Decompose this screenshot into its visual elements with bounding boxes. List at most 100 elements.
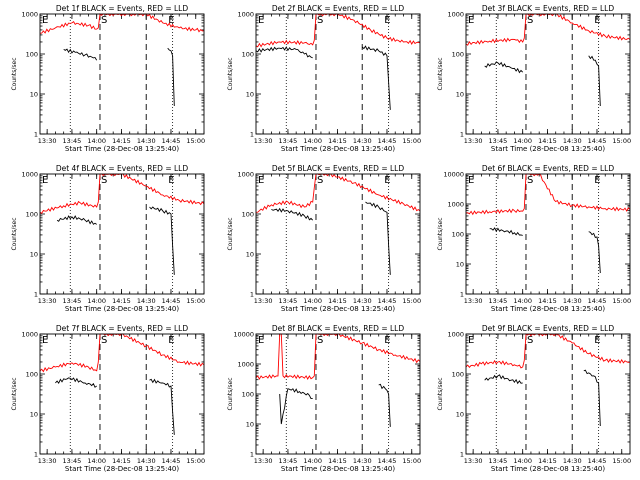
chart-panel-8: Det 8f BLACK = Events, RED = LLD Counts/s… [227,324,421,473]
x-tick-label: 14:00 [513,137,532,145]
chart-title: Det 8f BLACK = Events, RED = LLD [272,324,405,333]
series-line-events [149,206,175,275]
y-tick-label: 100 [452,231,464,239]
x-tick-label: 15:00 [402,457,421,465]
y-tick-label: 100 [242,391,254,399]
series-line-events [588,55,601,107]
x-tick-label: 13:45 [279,297,298,305]
series-line-lld [465,333,631,369]
y-axis-label: Counts/sec [11,57,18,90]
x-tick-label: 14:15 [328,457,347,465]
x-tick-label: 14:00 [303,297,322,305]
marker-label-S: S [101,335,107,346]
marker-label-E: E [168,175,174,186]
x-tick-label: 14:45 [588,137,607,145]
series-line-lld [465,13,631,46]
series-line-events [484,374,523,385]
chart-title: Det 6f BLACK = Events, RED = LLD [482,164,615,173]
y-tick-label: 1000 [237,171,254,179]
x-tick-label: 14:30 [353,137,372,145]
plot-frame [255,173,421,295]
chart-panel-7: Det 7f BLACK = Events, RED = LLD Counts/s… [11,324,205,473]
y-tick-label: 1000 [447,201,464,209]
marker-label-S: S [317,175,323,186]
marker-label-E: E [258,15,264,26]
x-tick-label: 14:15 [538,297,557,305]
x-axis-label: Start Time (28-Dec-08 13:25:40) [281,465,395,473]
y-tick-label: 1 [250,131,254,139]
x-tick-label: 14:30 [353,457,372,465]
series-line-lld [255,173,421,213]
marker-label-E: E [594,335,600,346]
marker-label-E: E [468,175,474,186]
y-tick-label: 1 [34,451,38,459]
x-tick-label: 13:30 [254,297,273,305]
series-line-events [149,378,175,435]
x-tick-label: 14:00 [87,137,106,145]
plot-frame [39,173,205,295]
series-line-events [378,383,391,427]
plot-frame [465,13,631,135]
x-axis-label: Start Time (28-Dec-08 13:25:40) [65,145,179,153]
x-tick-label: 13:30 [464,297,483,305]
series-line-events [588,231,601,274]
chart-panel-9: Det 9f BLACK = Events, RED = LLD Counts/s… [437,324,631,473]
x-tick-label: 14:00 [513,457,532,465]
series-line-events [55,377,97,388]
y-tick-label: 1 [250,291,254,299]
y-tick-label: 10 [30,91,38,99]
plot-frame [39,13,205,135]
y-tick-label: 1000 [447,331,464,339]
x-tick-label: 14:00 [303,457,322,465]
y-tick-label: 10 [246,251,254,259]
series-line-events [255,46,313,59]
y-tick-label: 1 [34,291,38,299]
y-tick-label: 10 [246,421,254,429]
marker-label-S: S [527,15,533,26]
marker-label-S: S [317,335,323,346]
y-tick-label: 10 [456,91,464,99]
y-tick-label: 100 [26,211,38,219]
series-line-events [365,201,391,275]
x-tick-label: 13:45 [279,457,298,465]
x-tick-label: 14:30 [563,457,582,465]
y-axis-label: Counts/sec [437,377,444,410]
marker-label-E: E [42,15,48,26]
marker-label-S: S [317,15,323,26]
x-tick-label: 13:45 [63,137,82,145]
x-tick-label: 15:00 [186,457,205,465]
marker-label-E: E [42,175,48,186]
series-line-lld [39,13,205,34]
x-tick-label: 15:00 [186,297,205,305]
chart-title: Det 3f BLACK = Events, RED = LLD [482,4,615,13]
y-tick-label: 1 [460,291,464,299]
x-tick-label: 13:45 [279,137,298,145]
chart-panel-2: Det 2f BLACK = Events, RED = LLD Counts/s… [227,4,421,153]
x-axis-label: Start Time (28-Dec-08 13:25:40) [65,305,179,313]
x-tick-label: 15:00 [402,297,421,305]
series-line-events [484,61,524,74]
chart-title: Det 5f BLACK = Events, RED = LLD [272,164,405,173]
x-tick-label: 15:00 [612,137,631,145]
chart-title: Det 4f BLACK = Events, RED = LLD [56,164,189,173]
marker-label-E: E [468,335,474,346]
x-tick-label: 13:45 [489,137,508,145]
x-axis-label: Start Time (28-Dec-08 13:25:40) [65,465,179,473]
y-tick-label: 1000 [237,361,254,369]
x-tick-label: 14:15 [328,297,347,305]
x-tick-label: 14:00 [303,137,322,145]
plot-frame [465,173,631,295]
x-axis-label: Start Time (28-Dec-08 13:25:40) [281,305,395,313]
y-axis-label: Counts/sec [11,377,18,410]
y-tick-label: 1000 [447,11,464,19]
x-tick-label: 14:45 [162,457,181,465]
series-line-events [489,227,523,236]
marker-label-E: E [42,335,48,346]
y-tick-label: 100 [26,51,38,59]
plot-frame [255,13,421,135]
series-line-lld [465,173,631,216]
marker-label-E: E [258,175,264,186]
x-tick-label: 14:45 [162,137,181,145]
series-line-lld [39,173,205,214]
series-line-lld [255,333,421,380]
